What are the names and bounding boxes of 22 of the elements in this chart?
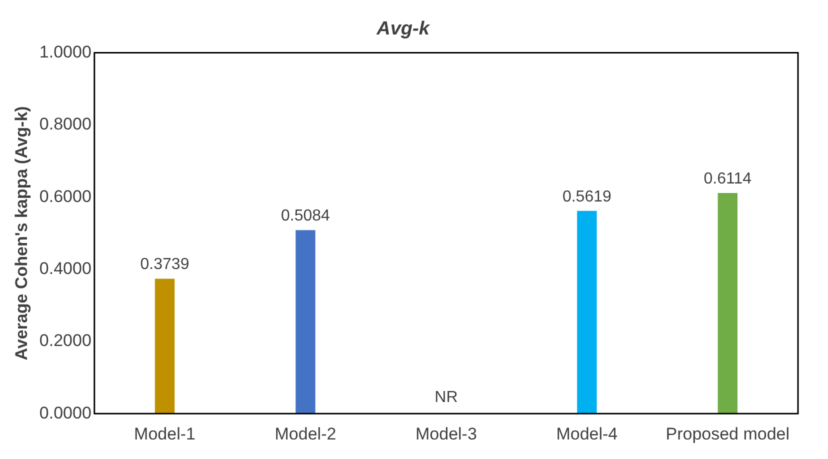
data-label: 0.3739: [140, 256, 190, 274]
x-tick-label: Model-4: [556, 424, 618, 444]
y-tick-label: 0.8000: [39, 114, 92, 134]
y-tick-label: 0.0000: [39, 403, 92, 422]
data-label: 0.5619: [562, 188, 612, 206]
y-tick-label: 0.4000: [39, 258, 92, 278]
bar: [718, 193, 738, 414]
x-tick-label: Proposed model: [666, 424, 790, 444]
y-tick-label: 0.2000: [39, 331, 92, 350]
bar: [577, 210, 597, 414]
text: NR: [434, 389, 458, 406]
x-tick-label: Model-2: [274, 424, 336, 444]
x-tick-label: Model-1: [134, 424, 196, 444]
chart-title: Avg-k: [376, 18, 431, 40]
bar: [296, 230, 316, 414]
data-label: 0.6114: [704, 170, 752, 188]
y-tick-label: 1.0000: [39, 42, 92, 62]
bar: [154, 278, 175, 414]
y-tick-label: 0.6000: [39, 186, 92, 206]
x-tick-label: Model-3: [415, 424, 477, 444]
y-axis-title: Average Cohen's kappa (Avg-k): [12, 106, 31, 360]
data-label: 0.5084: [281, 208, 330, 225]
